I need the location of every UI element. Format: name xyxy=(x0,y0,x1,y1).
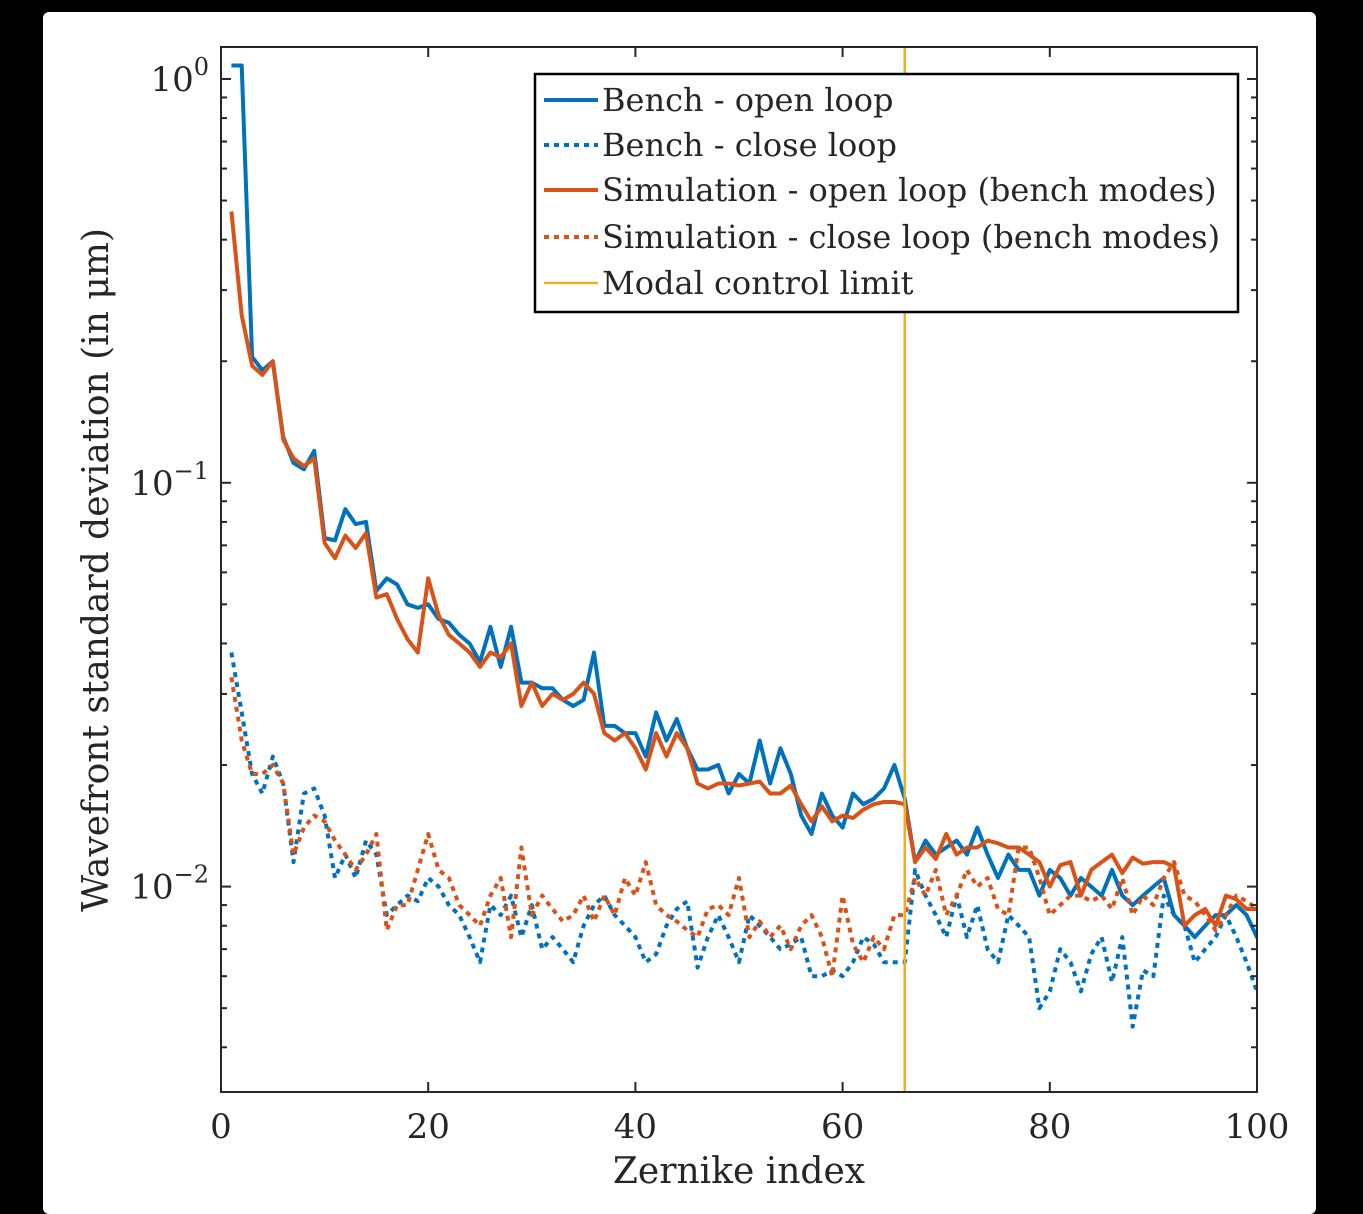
y-axis-label: Wavefront standard deviation (in μm) xyxy=(76,228,117,912)
plot-area-frame xyxy=(220,46,1258,1093)
y-tick-label: 10−1 xyxy=(130,457,209,504)
legend-label-3: Simulation - close loop (bench modes) xyxy=(602,218,1220,256)
x-tick-label: 80 xyxy=(1028,1107,1071,1147)
x-tick-label: 100 xyxy=(1225,1107,1290,1147)
legend-label-2: Simulation - open loop (bench modes) xyxy=(602,171,1217,209)
series-line-3 xyxy=(229,676,1257,979)
tick-layer xyxy=(220,47,1258,1092)
legend-box xyxy=(533,72,1240,314)
x-tick-label: 0 xyxy=(210,1107,232,1147)
series-line-2 xyxy=(229,211,1257,928)
x-tick-label: 60 xyxy=(821,1107,864,1147)
legend-label-1: Bench - close loop xyxy=(602,126,897,164)
x-axis-label: Zernike index xyxy=(613,1151,865,1192)
legend-label-0: Bench - open loop xyxy=(602,81,893,119)
legend-label-4: Modal control limit xyxy=(602,264,914,302)
tick-label-layer: 0 20 40 60 80 100 100 10−1 10−2 xyxy=(130,53,1289,1147)
legend: Bench - open loop Bench - close loop Simul… xyxy=(533,72,1240,314)
x-tick-label: 40 xyxy=(614,1107,657,1147)
series-line-1 xyxy=(229,652,1257,1029)
y-tick-label: 10−2 xyxy=(130,861,209,908)
y-tick-label: 100 xyxy=(150,53,209,100)
x-tick-label: 20 xyxy=(407,1107,450,1147)
